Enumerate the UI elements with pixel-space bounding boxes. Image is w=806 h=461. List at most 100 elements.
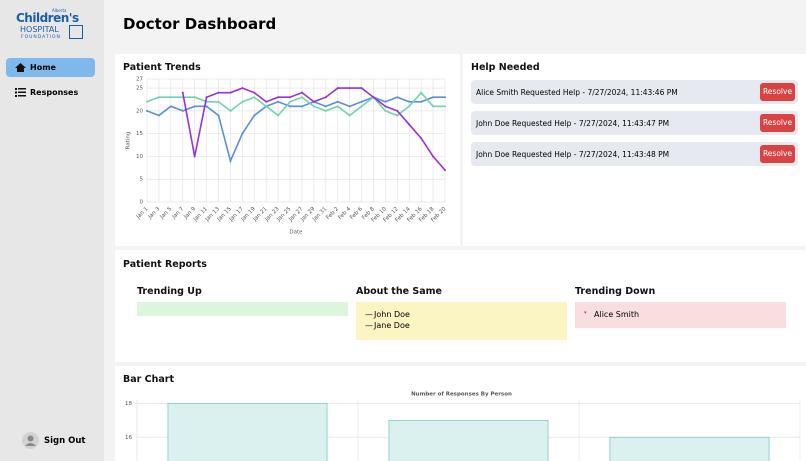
point — [444, 169, 446, 172]
name: Jane Doe — [374, 321, 410, 330]
point — [289, 100, 292, 103]
column-title: Trending Down — [575, 286, 656, 297]
column-title: Trending Up — [137, 286, 202, 297]
point — [300, 91, 303, 94]
point — [217, 114, 220, 117]
y-tick-label: 27 — [136, 77, 143, 83]
nav-label: Responses — [30, 88, 79, 97]
point — [300, 105, 303, 108]
point — [408, 100, 411, 103]
report-box: ▾ Alice Smith — [575, 302, 786, 328]
point — [348, 87, 351, 90]
point — [432, 155, 435, 158]
y-tick-label: 16 — [125, 435, 132, 441]
point — [241, 132, 244, 135]
point — [324, 105, 327, 108]
point — [277, 114, 280, 117]
resolve-button[interactable]: Resolve — [760, 114, 795, 132]
point — [336, 100, 339, 103]
point — [360, 87, 363, 90]
logo: Alberta Children's HOSPITAL FOUNDATION — [16, 8, 86, 40]
sign-out-label: Sign Out — [44, 436, 86, 446]
bar — [388, 419, 549, 461]
nav-item[interactable]: Home — [6, 58, 95, 77]
resolve-button[interactable]: Resolve — [760, 83, 795, 101]
point — [229, 91, 232, 94]
x-tick-label: Jan 7 — [171, 206, 186, 221]
y-tick-label: 10 — [136, 154, 143, 160]
chart-subtitle: Number of Responses By Person — [411, 392, 512, 398]
point — [253, 91, 256, 94]
point — [217, 91, 220, 94]
nav-item[interactable]: Responses — [6, 83, 95, 102]
card-title: Help Needed — [471, 62, 540, 73]
card-title: Patient Trends — [123, 62, 201, 73]
point — [408, 105, 411, 108]
point — [408, 123, 411, 126]
x-tick-label: Jan 1 — [135, 206, 150, 221]
point — [157, 114, 160, 117]
point — [217, 100, 220, 103]
name: Alice Smith — [594, 310, 640, 319]
point — [229, 160, 232, 162]
point — [396, 114, 399, 117]
y-tick-label: 25 — [136, 86, 143, 92]
logo-line: FOUNDATION — [21, 35, 61, 40]
point — [384, 105, 387, 108]
point — [360, 105, 363, 108]
point — [384, 100, 387, 103]
y-tick-label: 20 — [136, 108, 143, 114]
avatar — [22, 432, 39, 449]
resolve-button[interactable]: Resolve — [760, 145, 795, 163]
bullet: — — [365, 321, 373, 330]
logo-small: Alberta — [52, 8, 67, 13]
y-tick-label: 5 — [140, 177, 144, 183]
point — [336, 105, 339, 108]
point — [169, 96, 172, 99]
point — [432, 96, 435, 99]
point — [432, 105, 435, 108]
point — [193, 105, 196, 108]
point — [336, 87, 339, 90]
logo-icon — [69, 25, 83, 39]
report-box: — John Doe — Jane Doe — [356, 302, 567, 340]
point — [181, 109, 184, 112]
y-axis-label: Rating — [126, 132, 132, 150]
point — [146, 100, 148, 103]
point — [253, 96, 256, 99]
point — [265, 100, 268, 103]
point — [229, 109, 232, 112]
point — [420, 100, 423, 103]
nav-label: Home — [30, 63, 56, 72]
point — [348, 114, 351, 117]
home-icon — [15, 63, 26, 72]
logo-line: Children's — [16, 11, 79, 25]
trend-line — [146, 96, 445, 164]
point — [444, 105, 446, 108]
trends-card — [115, 54, 460, 246]
list-icon — [15, 88, 26, 97]
point — [420, 91, 423, 94]
point — [396, 96, 399, 99]
point — [289, 96, 292, 99]
point — [241, 100, 244, 103]
x-axis-label: Date — [289, 230, 303, 236]
bar — [167, 402, 328, 461]
column-title: About the Same — [356, 286, 442, 297]
point — [169, 105, 172, 108]
point — [300, 96, 303, 99]
point — [181, 91, 184, 94]
card-title: Patient Reports — [123, 259, 207, 270]
sign-out[interactable]: Sign Out — [22, 432, 92, 450]
point — [324, 109, 327, 112]
report-box — [137, 302, 348, 316]
help-item: John Doe Requested Help - 7/27/2024, 11:… — [471, 111, 798, 135]
help-text: Alice Smith Requested Help - 7/27/2024, … — [476, 88, 678, 97]
point — [205, 96, 208, 99]
point — [193, 155, 196, 158]
point — [205, 105, 208, 108]
bar — [609, 436, 770, 461]
point — [444, 96, 446, 99]
card-title: Bar Chart — [123, 374, 175, 385]
